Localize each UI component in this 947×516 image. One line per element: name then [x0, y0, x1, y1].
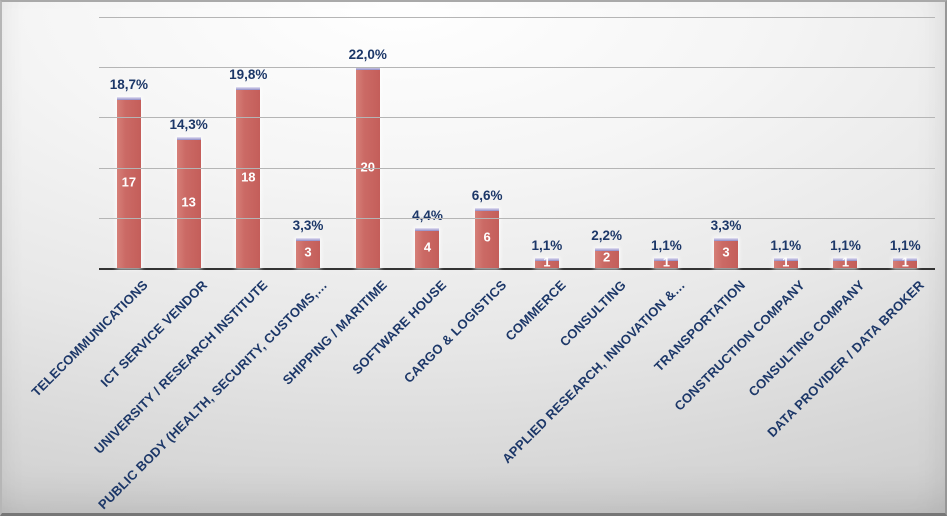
bar-value-label: 18	[241, 169, 256, 185]
bar-percent-label: 22,0%	[348, 47, 387, 62]
category-label: COMMERCE	[502, 277, 569, 344]
bar: 4	[415, 228, 440, 268]
bar-percent-label: 1,1%	[889, 238, 921, 253]
category-label: CONSULTING COMPANY	[745, 277, 868, 400]
gridline	[99, 117, 935, 119]
bar-percent-label: 6,6%	[471, 188, 503, 203]
bar-value-label: 1	[841, 254, 850, 270]
bar-percent-label: 1,1%	[531, 238, 563, 253]
bar-value-label: 13	[181, 194, 196, 210]
bar-slot: 3,3% 3	[278, 17, 338, 268]
bar-percent-label: 19,8%	[229, 67, 268, 82]
bar-top-cap	[714, 238, 739, 241]
bar-slot: 1,1% 1	[756, 17, 816, 269]
bar: 2	[594, 248, 619, 268]
bar-slot: 3,3% 3	[696, 17, 756, 268]
bar: 1	[833, 255, 858, 269]
bar: 20	[355, 67, 380, 268]
bar-slot: 6,6% 6	[457, 17, 517, 268]
category-label: ICT SERVICE VENDOR	[97, 277, 211, 390]
bar-slot: 2,2% 2	[577, 17, 637, 268]
bar-slot: 22,0% 20	[338, 17, 398, 268]
bar: 1	[654, 255, 679, 269]
bar-slot: 14,3% 13	[159, 17, 219, 268]
bar-top-cap	[475, 208, 500, 211]
gridline	[99, 167, 935, 169]
bar-slot: 4,4% 4	[398, 17, 458, 268]
bar-value-label: 4	[423, 239, 432, 255]
bar-slot: 1,1% 1	[636, 17, 696, 269]
bar-value-label: 1	[543, 254, 551, 270]
bar-top-cap	[833, 258, 858, 261]
bar: 3	[714, 238, 739, 268]
category-label: SHIPPING / MARITIME	[279, 277, 390, 388]
bar: 1	[773, 255, 798, 269]
bar-slot: 18,7% 17	[99, 17, 159, 268]
bar-top-cap	[893, 258, 918, 261]
bar-percent-label: 1,1%	[770, 238, 802, 253]
category-label: PUBLIC BODY (HEALTH, SECURITY, CUSTOMS,…	[95, 277, 330, 513]
bar-series: 18,7%1714,3%1319,8%183,3%322,0%204,4%46,…	[99, 17, 935, 269]
bar-top-cap	[176, 137, 201, 140]
bar-percent-label: 14,3%	[169, 117, 208, 132]
bar-value-label: 6	[483, 229, 491, 245]
bar-value-label: 3	[722, 244, 730, 260]
bar-percent-label: 1,1%	[650, 238, 682, 253]
bar-value-label: 17	[121, 174, 137, 190]
category-label: TELECOMMUNICATIONS	[28, 277, 151, 400]
bar-percent-label: 2,2%	[591, 228, 622, 243]
bar-slot: 19,8% 18	[218, 17, 278, 268]
bar-value-label: 1	[662, 254, 670, 270]
bar-top-cap	[534, 258, 559, 261]
bar-percent-label: 4,4%	[412, 208, 443, 223]
gridline	[99, 67, 935, 69]
bar-top-cap	[773, 258, 798, 261]
bar-value-label: 20	[346, 160, 390, 174]
bar-value-label: 1	[782, 254, 790, 270]
bar-top-cap	[236, 87, 261, 90]
bar: 13	[176, 137, 201, 268]
bar-slot: 1,1% 1	[517, 17, 577, 269]
bar-value-label: 3	[304, 244, 312, 260]
bar-percent-label: 18,7%	[109, 77, 148, 92]
bar-top-cap	[355, 67, 380, 70]
bar-value-label: 2	[602, 249, 611, 265]
bar-percent-label: 3,3%	[710, 218, 742, 233]
bar-slot: 1,1% 1	[875, 17, 935, 269]
bar: 1	[534, 255, 559, 269]
bar-value-label: 1	[901, 254, 909, 270]
bar: 3	[296, 238, 321, 268]
bar-top-cap	[116, 97, 141, 100]
bar-percent-label: 1,1%	[830, 238, 861, 253]
gridline	[99, 17, 935, 18]
bar-top-cap	[654, 258, 679, 261]
bar: 17	[116, 97, 141, 268]
plot-area: 18,7%1714,3%1319,8%183,3%322,0%204,4%46,…	[99, 17, 935, 270]
bar-slot: 1,1% 1	[816, 17, 876, 269]
category-label: CARGO & LOGISTICS	[400, 277, 510, 386]
bar: 18	[236, 87, 261, 268]
gridline	[99, 217, 935, 219]
bar-top-cap	[415, 228, 440, 231]
bar: 1	[893, 255, 918, 269]
bar-top-cap	[296, 238, 321, 241]
bar-top-cap	[594, 248, 619, 251]
bar-percent-label: 3,3%	[292, 218, 324, 233]
